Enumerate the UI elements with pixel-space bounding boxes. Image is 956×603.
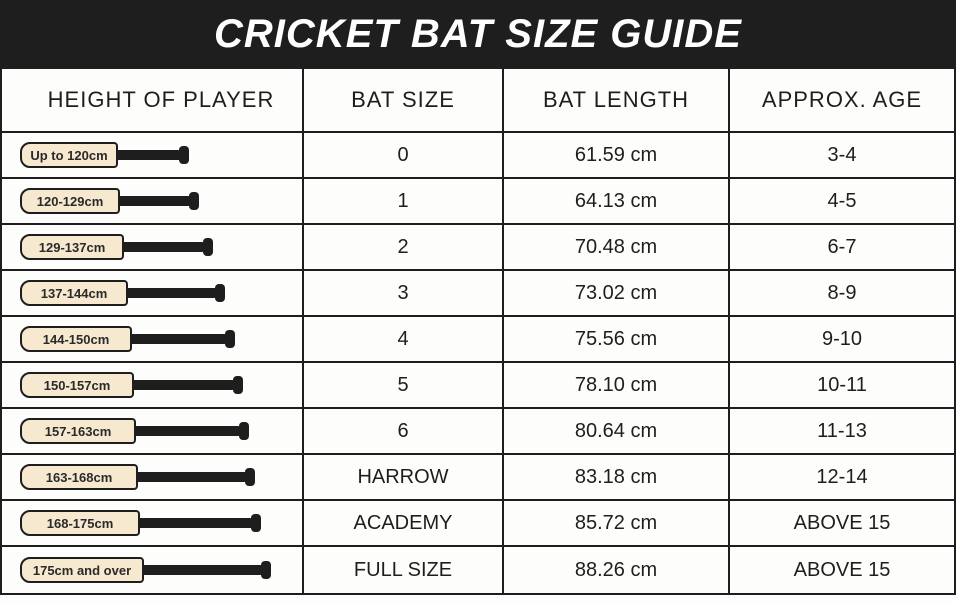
table-body: Up to 120cm 061.59 cm3-4 120-129cm 164.13 c…: [2, 133, 954, 593]
bat-icon: 129-137cm: [20, 234, 213, 260]
cell-height: 129-137cm: [2, 225, 304, 269]
cell-age: 11-13: [730, 409, 954, 453]
cell-bat-size: 0: [304, 133, 504, 177]
cell-bat-length: 85.72 cm: [504, 501, 730, 545]
table-title: CRICKET BAT SIZE GUIDE: [2, 2, 954, 69]
table-row: 157-163cm 680.64 cm11-13: [2, 409, 954, 455]
col-header-age: APPROX. AGE: [730, 69, 954, 131]
cell-bat-size: 3: [304, 271, 504, 315]
bat-handle-icon: [144, 565, 262, 575]
table-row: 150-157cm 578.10 cm10-11: [2, 363, 954, 409]
bat-handle-icon: [120, 196, 190, 206]
bat-knob-icon: [203, 238, 213, 256]
bat-blade-label: 129-137cm: [20, 234, 124, 260]
cell-height: 144-150cm: [2, 317, 304, 361]
cell-bat-size: 5: [304, 363, 504, 407]
cell-bat-size: ACADEMY: [304, 501, 504, 545]
table-row: 168-175cm ACADEMY85.72 cmABOVE 15: [2, 501, 954, 547]
bat-handle-icon: [134, 380, 234, 390]
bat-blade-label: 144-150cm: [20, 326, 132, 352]
bat-knob-icon: [239, 422, 249, 440]
col-header-length: BAT LENGTH: [504, 69, 730, 131]
bat-knob-icon: [215, 284, 225, 302]
bat-icon: 137-144cm: [20, 280, 225, 306]
cell-age: ABOVE 15: [730, 501, 954, 545]
bat-icon: Up to 120cm: [20, 142, 189, 168]
bat-knob-icon: [225, 330, 235, 348]
bat-handle-icon: [138, 472, 246, 482]
col-header-size: BAT SIZE: [304, 69, 504, 131]
cell-age: 4-5: [730, 179, 954, 223]
bat-knob-icon: [189, 192, 199, 210]
cell-height: Up to 120cm: [2, 133, 304, 177]
bat-blade-label: 157-163cm: [20, 418, 136, 444]
bat-blade-label: 120-129cm: [20, 188, 120, 214]
table-row: 144-150cm 475.56 cm9-10: [2, 317, 954, 363]
table-row: 129-137cm 270.48 cm6-7: [2, 225, 954, 271]
table-row: 137-144cm 373.02 cm8-9: [2, 271, 954, 317]
bat-blade-label: 175cm and over: [20, 557, 144, 583]
bat-handle-icon: [140, 518, 252, 528]
cell-height: 168-175cm: [2, 501, 304, 545]
cell-bat-length: 80.64 cm: [504, 409, 730, 453]
cell-bat-length: 83.18 cm: [504, 455, 730, 499]
table-row: Up to 120cm 061.59 cm3-4: [2, 133, 954, 179]
cell-age: 8-9: [730, 271, 954, 315]
bat-icon: 163-168cm: [20, 464, 255, 490]
cell-bat-size: 2: [304, 225, 504, 269]
bat-knob-icon: [233, 376, 243, 394]
cell-bat-length: 61.59 cm: [504, 133, 730, 177]
bat-handle-icon: [124, 242, 204, 252]
bat-icon: 157-163cm: [20, 418, 249, 444]
table-row: 163-168cm HARROW83.18 cm12-14: [2, 455, 954, 501]
cell-bat-size: 1: [304, 179, 504, 223]
bat-icon: 168-175cm: [20, 510, 261, 536]
bat-blade-label: Up to 120cm: [20, 142, 118, 168]
cell-bat-length: 88.26 cm: [504, 547, 730, 593]
cell-age: ABOVE 15: [730, 547, 954, 593]
bat-icon: 144-150cm: [20, 326, 235, 352]
cell-bat-length: 75.56 cm: [504, 317, 730, 361]
cell-bat-size: 4: [304, 317, 504, 361]
table-header-row: HEIGHT OF PLAYER BAT SIZE BAT LENGTH APP…: [2, 69, 954, 133]
bat-blade-label: 137-144cm: [20, 280, 128, 306]
table-row: 175cm and over FULL SIZE88.26 cmABOVE 15: [2, 547, 954, 593]
col-header-height: HEIGHT OF PLAYER: [2, 69, 304, 131]
size-guide-table: CRICKET BAT SIZE GUIDE HEIGHT OF PLAYER …: [0, 0, 956, 595]
bat-handle-icon: [128, 288, 216, 298]
bat-knob-icon: [245, 468, 255, 486]
bat-blade-label: 150-157cm: [20, 372, 134, 398]
cell-age: 6-7: [730, 225, 954, 269]
cell-age: 12-14: [730, 455, 954, 499]
cell-height: 157-163cm: [2, 409, 304, 453]
cell-age: 3-4: [730, 133, 954, 177]
cell-age: 9-10: [730, 317, 954, 361]
cell-bat-length: 70.48 cm: [504, 225, 730, 269]
bat-knob-icon: [251, 514, 261, 532]
bat-knob-icon: [261, 561, 271, 579]
bat-icon: 120-129cm: [20, 188, 199, 214]
cell-height: 150-157cm: [2, 363, 304, 407]
bat-blade-label: 168-175cm: [20, 510, 140, 536]
cell-bat-length: 73.02 cm: [504, 271, 730, 315]
bat-blade-label: 163-168cm: [20, 464, 138, 490]
cell-bat-size: 6: [304, 409, 504, 453]
bat-handle-icon: [136, 426, 240, 436]
cell-bat-length: 78.10 cm: [504, 363, 730, 407]
bat-handle-icon: [118, 150, 180, 160]
cell-bat-size: HARROW: [304, 455, 504, 499]
cell-height: 175cm and over: [2, 547, 304, 593]
bat-icon: 150-157cm: [20, 372, 243, 398]
cell-bat-length: 64.13 cm: [504, 179, 730, 223]
cell-height: 120-129cm: [2, 179, 304, 223]
cell-bat-size: FULL SIZE: [304, 547, 504, 593]
bat-icon: 175cm and over: [20, 557, 271, 583]
cell-height: 137-144cm: [2, 271, 304, 315]
cell-age: 10-11: [730, 363, 954, 407]
bat-handle-icon: [132, 334, 226, 344]
cell-height: 163-168cm: [2, 455, 304, 499]
table-row: 120-129cm 164.13 cm4-5: [2, 179, 954, 225]
bat-knob-icon: [179, 146, 189, 164]
